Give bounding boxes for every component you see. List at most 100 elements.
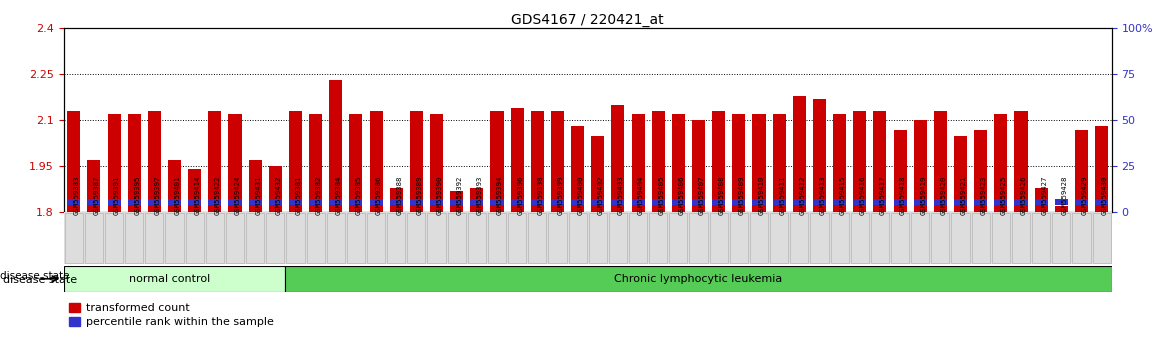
Text: GSM559421: GSM559421 <box>960 176 967 215</box>
FancyBboxPatch shape <box>125 213 144 263</box>
Text: GSM559392: GSM559392 <box>456 176 463 215</box>
Bar <box>954 136 967 212</box>
Text: GSM559432: GSM559432 <box>276 176 281 215</box>
Bar <box>894 199 907 205</box>
FancyBboxPatch shape <box>931 213 950 263</box>
Bar <box>1095 126 1108 212</box>
Bar <box>288 111 302 212</box>
Bar <box>853 199 866 205</box>
Bar <box>530 111 544 212</box>
Text: GSM559416: GSM559416 <box>859 176 866 215</box>
Bar <box>67 111 80 212</box>
Text: GSM559431: GSM559431 <box>255 176 262 215</box>
Text: GSM559407: GSM559407 <box>698 176 704 215</box>
Bar <box>249 199 262 205</box>
Text: GSM559418: GSM559418 <box>900 176 906 215</box>
Text: GSM559406: GSM559406 <box>679 176 684 215</box>
Bar <box>168 199 181 205</box>
Text: GSM559430: GSM559430 <box>1101 176 1107 215</box>
Text: GSM559386: GSM559386 <box>376 176 382 215</box>
FancyBboxPatch shape <box>710 213 727 263</box>
FancyBboxPatch shape <box>185 213 204 263</box>
Bar <box>732 114 746 212</box>
Text: GSM559422: GSM559422 <box>215 176 221 215</box>
Bar <box>571 126 584 212</box>
FancyBboxPatch shape <box>408 213 425 263</box>
FancyBboxPatch shape <box>689 213 708 263</box>
Bar <box>995 114 1007 212</box>
Bar <box>329 199 343 205</box>
Bar <box>772 114 785 212</box>
Text: GSM559405: GSM559405 <box>658 176 665 215</box>
Bar <box>1075 130 1089 212</box>
Bar <box>1014 199 1027 205</box>
Text: GSM559396: GSM559396 <box>518 176 523 215</box>
Bar <box>188 170 201 212</box>
Text: GSM559382: GSM559382 <box>316 176 322 215</box>
FancyBboxPatch shape <box>1032 213 1050 263</box>
FancyBboxPatch shape <box>770 213 789 263</box>
FancyBboxPatch shape <box>811 213 828 263</box>
Bar <box>390 188 403 212</box>
Text: GSM559427: GSM559427 <box>1041 176 1047 215</box>
Text: GSM559410: GSM559410 <box>758 176 765 215</box>
Bar <box>390 199 403 205</box>
Text: GSM559383: GSM559383 <box>74 176 80 215</box>
FancyBboxPatch shape <box>508 213 526 263</box>
Bar <box>551 111 564 212</box>
Bar <box>470 188 483 212</box>
Bar <box>712 199 725 205</box>
FancyBboxPatch shape <box>327 213 345 263</box>
FancyBboxPatch shape <box>830 213 849 263</box>
Bar <box>933 199 947 205</box>
Bar <box>914 120 926 212</box>
FancyBboxPatch shape <box>891 213 909 263</box>
Bar <box>692 199 705 205</box>
FancyBboxPatch shape <box>991 213 1010 263</box>
Text: GSM559400: GSM559400 <box>578 176 584 215</box>
FancyBboxPatch shape <box>1053 213 1070 263</box>
Bar <box>611 105 624 212</box>
Text: GSM559398: GSM559398 <box>537 176 543 215</box>
FancyBboxPatch shape <box>347 213 365 263</box>
FancyBboxPatch shape <box>367 213 386 263</box>
Bar <box>652 111 665 212</box>
Text: GSM559394: GSM559394 <box>497 176 503 215</box>
Bar <box>350 114 362 212</box>
Bar <box>491 111 504 212</box>
Text: GSM559401: GSM559401 <box>175 176 181 215</box>
Bar <box>148 111 161 212</box>
Bar <box>288 199 302 205</box>
FancyBboxPatch shape <box>286 213 305 263</box>
FancyBboxPatch shape <box>488 213 506 263</box>
Text: GSM559395: GSM559395 <box>134 176 140 215</box>
Bar <box>530 199 544 205</box>
FancyBboxPatch shape <box>569 213 587 263</box>
Text: GSM559403: GSM559403 <box>618 176 624 215</box>
Bar <box>712 111 725 212</box>
Bar <box>631 199 645 205</box>
FancyBboxPatch shape <box>145 213 163 263</box>
Text: GSM559415: GSM559415 <box>840 176 845 215</box>
Bar <box>1055 199 1068 205</box>
FancyBboxPatch shape <box>730 213 748 263</box>
FancyBboxPatch shape <box>911 213 929 263</box>
Bar <box>611 199 624 205</box>
Bar <box>208 199 221 205</box>
FancyBboxPatch shape <box>85 213 103 263</box>
Text: GSM559423: GSM559423 <box>981 176 987 215</box>
Text: GSM559387: GSM559387 <box>94 176 100 215</box>
Bar <box>67 199 80 205</box>
Text: GSM559412: GSM559412 <box>799 176 805 215</box>
Bar <box>208 111 221 212</box>
Text: GSM559414: GSM559414 <box>195 176 200 215</box>
Text: GSM559384: GSM559384 <box>336 176 342 215</box>
Bar <box>188 199 201 205</box>
Text: GSM559417: GSM559417 <box>880 176 886 215</box>
Bar <box>1014 111 1027 212</box>
Bar <box>793 199 806 205</box>
Bar <box>974 130 988 212</box>
FancyBboxPatch shape <box>972 213 990 263</box>
Bar <box>127 114 141 212</box>
Bar <box>732 199 746 205</box>
